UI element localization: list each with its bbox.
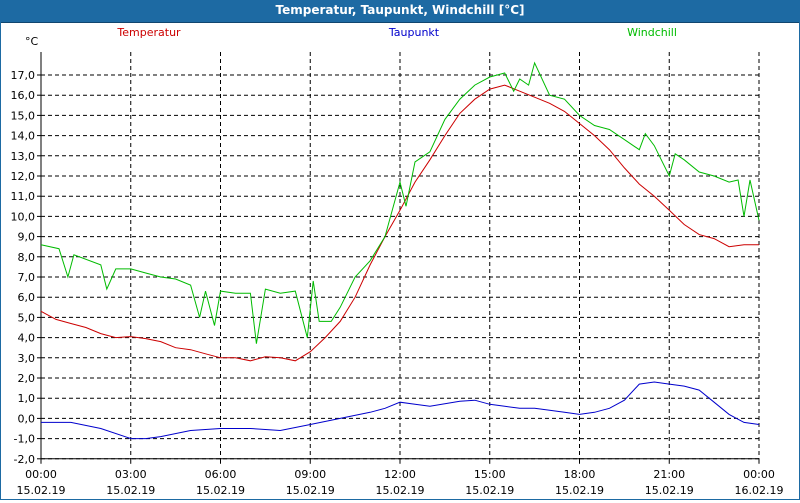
y-tick-label: 13,0 — [11, 150, 36, 163]
y-tick-label: 2,0 — [18, 372, 36, 385]
x-tick-date-label: 15.02.19 — [17, 484, 66, 497]
y-tick-label: 16,0 — [11, 89, 36, 102]
y-tick-label: -2,0 — [14, 453, 35, 466]
y-tick-label: 10,0 — [11, 210, 36, 223]
series-line-temperatur — [40, 84, 759, 362]
x-tick-date-label: 15.02.19 — [555, 484, 604, 497]
y-tick-label: -1,0 — [14, 433, 35, 446]
y-tick-label: 12,0 — [11, 170, 36, 183]
legend-windchill: Windchill — [627, 26, 677, 39]
x-tick-time-label: 18:00 — [564, 468, 596, 481]
series-line-windchill — [40, 61, 760, 344]
legend-temperatur: Temperatur — [116, 26, 181, 39]
chart-title: Temperatur, Taupunkt, Windchill [°C] — [275, 3, 525, 17]
x-tick-date-label: 16.02.19 — [735, 484, 784, 497]
y-tick-label: 9,0 — [18, 231, 36, 244]
y-tick-label: 15,0 — [11, 109, 36, 122]
y-tick-label: 5,0 — [18, 311, 36, 324]
x-tick-time-label: 03:00 — [115, 468, 147, 481]
y-tick-label: 17,0 — [11, 69, 36, 82]
y-tick-label: 6,0 — [18, 291, 36, 304]
x-tick-time-label: 06:00 — [205, 468, 237, 481]
x-tick-date-label: 15.02.19 — [196, 484, 245, 497]
x-tick-date-label: 15.02.19 — [106, 484, 155, 497]
x-tick-time-label: 00:00 — [25, 468, 57, 481]
chart-svg: 17,0 16,0 15,0 14,0 13,0 12,0 11,0 10,0 9,0 8,0 7,… — [11, 26, 784, 497]
x-tick-time-label: 12:00 — [384, 468, 416, 481]
x-tick-time-label: 00:00 — [743, 468, 775, 481]
x-tick-time-label: 09:00 — [294, 468, 326, 481]
y-tick-label: 3,0 — [18, 352, 36, 365]
x-tick-date-label: 15.02.19 — [645, 484, 694, 497]
y-tick-label: 0,0 — [18, 412, 36, 425]
x-tick-time-label: 21:00 — [653, 468, 685, 481]
legend-taupunkt: Taupunkt — [388, 26, 440, 39]
x-tick-date-label: 15.02.19 — [465, 484, 514, 497]
series-line-taupunkt — [41, 381, 760, 440]
y-tick-label: 1,0 — [18, 392, 36, 405]
y-tick-label: 7,0 — [18, 271, 36, 284]
y-tick-label: 8,0 — [18, 251, 36, 264]
y-tick-label: 11,0 — [11, 190, 36, 203]
x-tick-time-label: 15:00 — [474, 468, 506, 481]
title-bar: Temperatur, Taupunkt, Windchill [°C] — [0, 0, 800, 23]
y-tick-label: 14,0 — [11, 130, 36, 143]
chart-area: 17,0 16,0 15,0 14,0 13,0 12,0 11,0 10,0 9,0 8,0 7,… — [0, 22, 800, 500]
x-tick-date-label: 15.02.19 — [286, 484, 335, 497]
y-unit-label: °C — [25, 35, 39, 48]
x-tick-date-label: 15.02.19 — [376, 484, 425, 497]
y-tick-label: 4,0 — [18, 332, 36, 345]
